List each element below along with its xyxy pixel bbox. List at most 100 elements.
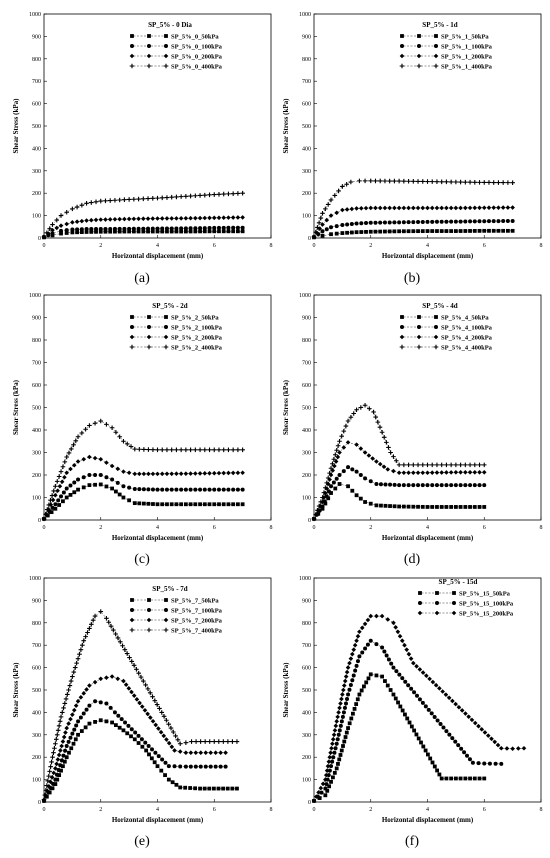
- data-point: [76, 477, 81, 482]
- data-point: [411, 504, 416, 509]
- data-point: [364, 229, 368, 234]
- legend-marker: [130, 598, 134, 602]
- data-point: [132, 471, 138, 477]
- data-point: [420, 504, 425, 509]
- data-point: [335, 737, 340, 742]
- data-point: [98, 482, 103, 487]
- data-point: [510, 746, 515, 751]
- data-point: [81, 475, 86, 480]
- data-point: [58, 763, 63, 768]
- data-point: [324, 768, 330, 773]
- legend-entry: SP_5%_15_100kPa: [418, 600, 514, 607]
- data-point: [98, 718, 103, 723]
- legend-marker: [129, 344, 135, 350]
- data-point: [61, 499, 65, 504]
- data-point: [110, 720, 114, 725]
- data-point: [153, 722, 159, 728]
- data-point: [351, 411, 357, 416]
- data-point: [61, 705, 66, 711]
- data-point: [53, 741, 58, 747]
- data-point: [234, 739, 240, 744]
- data-point: [472, 179, 478, 185]
- data-point: [444, 483, 449, 488]
- data-point: [197, 447, 203, 453]
- data-point: [323, 793, 328, 798]
- data-point: [72, 490, 77, 495]
- data-point: [334, 224, 339, 229]
- data-point: [463, 205, 468, 211]
- data-point: [412, 728, 417, 733]
- data-point: [240, 229, 245, 234]
- x-tick-label: 0: [43, 525, 46, 531]
- data-point: [108, 229, 113, 234]
- data-point: [104, 675, 109, 680]
- data-point: [113, 489, 118, 494]
- data-point: [433, 682, 439, 688]
- y-tick-label: 800: [32, 338, 41, 344]
- x-tick-label: 6: [213, 243, 216, 249]
- data-point: [188, 226, 193, 231]
- data-point: [70, 206, 75, 212]
- data-point: [370, 456, 375, 461]
- data-point: [198, 739, 203, 744]
- data-point: [173, 733, 178, 739]
- x-tick-label: 2: [369, 807, 372, 813]
- data-point: [54, 761, 59, 767]
- data-point: [326, 489, 331, 494]
- data-point: [163, 773, 167, 778]
- data-point: [53, 782, 58, 786]
- data-point: [377, 424, 383, 430]
- data-point: [172, 748, 177, 753]
- data-point: [136, 216, 141, 222]
- data-point: [71, 669, 77, 675]
- data-point: [385, 467, 391, 472]
- data-point: [426, 752, 430, 757]
- data-point: [320, 211, 325, 216]
- data-point: [51, 770, 57, 776]
- data-point: [155, 229, 160, 234]
- data-point: [164, 737, 169, 742]
- data-point: [417, 667, 423, 672]
- data-point: [108, 705, 113, 710]
- legend-entry: SP_5%_2_200kPa: [129, 334, 223, 341]
- data-point: [341, 683, 347, 688]
- legend-marker: [147, 598, 151, 602]
- data-point: [491, 228, 496, 233]
- data-point: [104, 422, 109, 427]
- data-point: [146, 226, 151, 231]
- data-point: [335, 454, 341, 460]
- y-tick-label: 800: [302, 57, 311, 63]
- chart-title: SP_5% - 15d: [439, 578, 478, 586]
- data-point: [115, 676, 121, 682]
- data-point: [482, 228, 487, 233]
- data-point: [156, 726, 161, 731]
- legend-marker: [399, 334, 405, 340]
- data-point: [354, 493, 359, 498]
- data-point: [88, 621, 94, 627]
- data-point: [155, 487, 160, 492]
- data-point: [350, 467, 355, 472]
- legend-entry: SP_5%_2_50kPa: [130, 314, 219, 321]
- y-tick-label: 1000: [29, 576, 41, 582]
- data-point: [165, 502, 169, 507]
- data-point: [481, 470, 487, 475]
- data-point: [41, 234, 47, 240]
- legend-marker: [416, 344, 422, 350]
- data-point: [374, 482, 379, 486]
- data-point: [79, 430, 85, 436]
- data-point: [318, 215, 324, 221]
- data-point: [434, 179, 440, 185]
- data-point: [98, 700, 103, 705]
- legend-marker: [164, 608, 168, 612]
- legend-marker: [435, 591, 439, 595]
- data-point: [98, 418, 104, 424]
- data-point: [152, 698, 158, 703]
- legend-marker: [163, 627, 169, 633]
- data-point: [346, 465, 351, 470]
- data-point: [521, 745, 527, 751]
- data-point: [346, 726, 350, 730]
- data-point: [362, 621, 368, 627]
- data-point: [207, 192, 212, 198]
- legend-marker: [164, 598, 168, 602]
- data-point: [161, 733, 167, 739]
